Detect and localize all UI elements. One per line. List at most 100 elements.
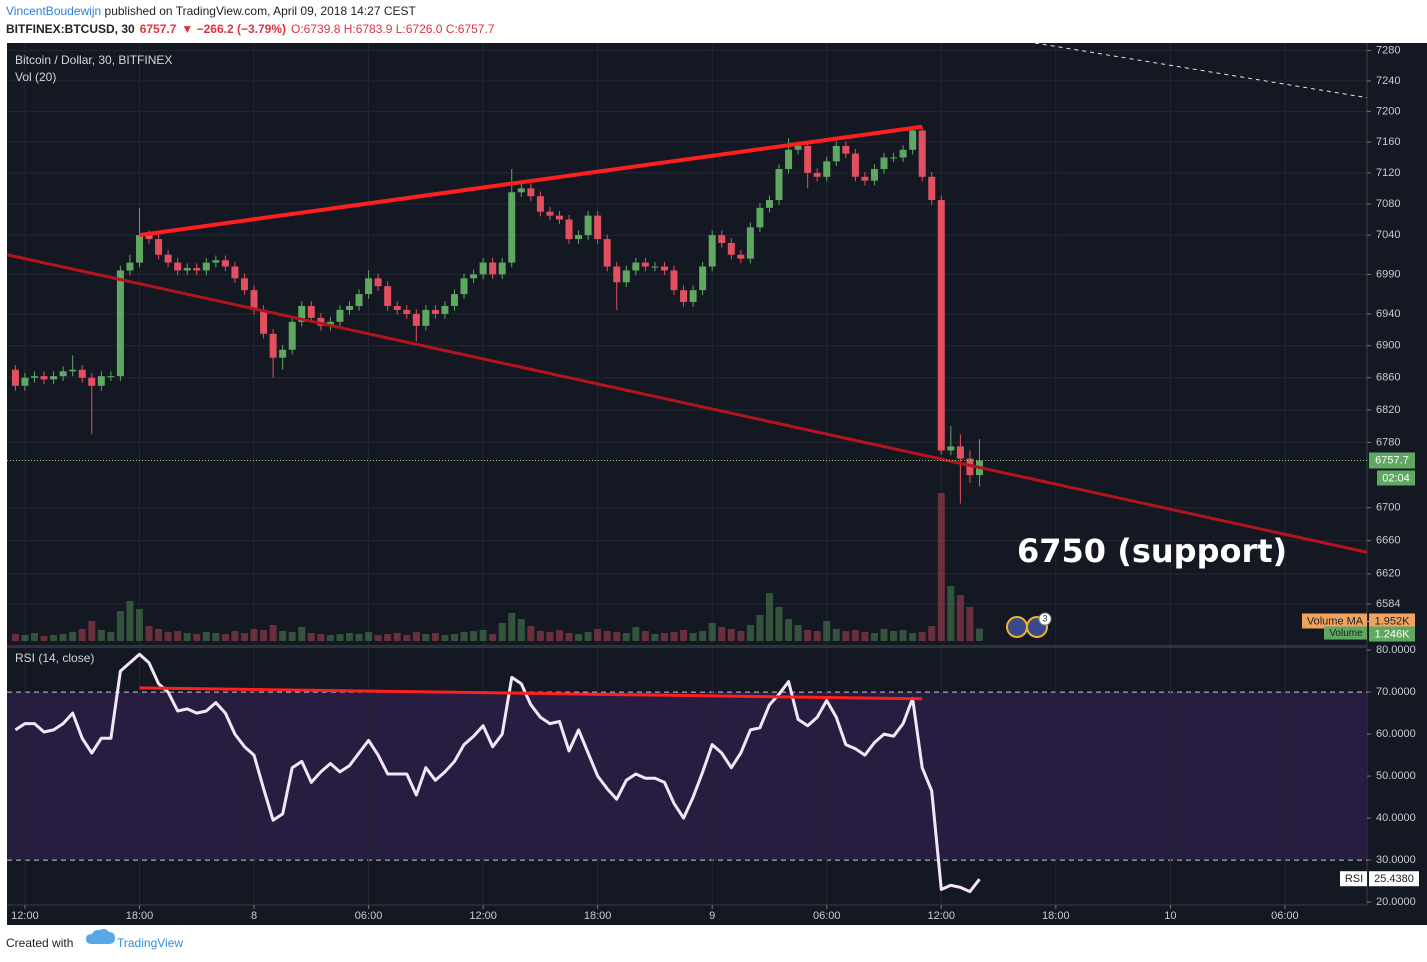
candle-body: [594, 215, 602, 240]
candle-body: [78, 369, 86, 378]
candle-body: [660, 266, 668, 271]
candle-body: [813, 172, 821, 177]
volume-bar: [298, 627, 306, 641]
candle-body: [718, 235, 726, 243]
volume-bar: [212, 633, 220, 641]
candle-body: [59, 371, 67, 377]
volume-bar: [718, 627, 726, 641]
x-tick-label: 12:00: [469, 910, 497, 922]
volume-bar: [851, 630, 859, 641]
y-tick-label: 7080: [1376, 198, 1400, 210]
volume-bar: [126, 601, 134, 641]
candle-body: [785, 149, 793, 170]
x-tick-label: 18:00: [1042, 910, 1070, 922]
y-tick-label: 40.0000: [1376, 812, 1416, 824]
rsi-name: RSI: [1345, 873, 1363, 885]
volume-bar: [40, 636, 48, 641]
volume-bar: [326, 635, 334, 641]
x-tick-label: 06:00: [355, 910, 383, 922]
candle-body: [937, 200, 945, 451]
volume-ma-box: [1369, 613, 1415, 629]
volume-ma-label: 1.952K: [1375, 615, 1411, 627]
volume-bar: [317, 634, 325, 641]
ohlc: O:6739.8 H:6783.9 L:6726.0 C:6757.7: [291, 22, 495, 36]
volume-bar: [689, 633, 697, 641]
rsi-band: [7, 692, 1367, 861]
candle-body: [613, 266, 621, 283]
volume-bar: [240, 633, 248, 641]
candle-body: [899, 149, 907, 158]
volume-bar: [59, 634, 67, 641]
rsi-trendline: [139, 686, 923, 701]
volume-bar: [11, 634, 19, 641]
y-tick-label: 70.0000: [1376, 686, 1416, 698]
volume-bar: [756, 615, 764, 641]
candle-body: [431, 309, 439, 314]
y-tick-label: 6990: [1376, 268, 1400, 280]
volume-box: [1369, 626, 1415, 642]
candle-body: [804, 145, 812, 173]
volume-bar: [746, 625, 754, 641]
footer-brand[interactable]: TradingView: [117, 936, 183, 950]
candle-body: [403, 309, 411, 314]
candle-body: [374, 278, 382, 287]
candle-body: [737, 254, 745, 259]
y-tick-label: 60.0000: [1376, 728, 1416, 740]
candle-body: [50, 376, 58, 380]
symbol-line: BITFINEX:BTCUSD, 30 6757.7 ▼ −266.2 (−3.79…: [6, 22, 495, 36]
y-tick-label: 6860: [1376, 372, 1400, 384]
volume-bar: [842, 631, 850, 641]
volume-bar: [174, 631, 182, 641]
volume-bar: [498, 623, 506, 641]
candle-body: [145, 235, 153, 240]
volume-bar: [565, 633, 573, 641]
volume-bar: [699, 631, 707, 641]
candle-body: [355, 294, 363, 306]
candle-body: [30, 376, 38, 378]
volume-bar: [832, 629, 840, 641]
candle-body: [823, 161, 831, 177]
candle-body: [21, 377, 29, 386]
plot-layer: 12:00 18:00 8 06:00 12:00 18:00 9 06:00 12:00 18:…: [6, 42, 1419, 922]
volume-bar: [21, 635, 29, 641]
candle-body: [870, 169, 878, 181]
volume-bar: [135, 609, 143, 641]
volume-bar: [155, 629, 163, 641]
volume-bar: [890, 631, 898, 641]
event-badge: [1038, 612, 1052, 626]
candle-body: [260, 309, 268, 334]
candle-body: [651, 266, 659, 268]
author[interactable]: VincentBoudewijn: [6, 4, 101, 18]
last-price-label: 6757.7: [1375, 454, 1409, 466]
trendline: [139, 124, 923, 238]
volume-bar: [279, 631, 287, 641]
volume-bar: [861, 632, 869, 641]
volume-bar: [909, 633, 917, 641]
volume-bar: [355, 634, 363, 641]
candle-body: [641, 262, 649, 267]
volume-bar: [393, 633, 401, 641]
last-price-box: [1369, 452, 1415, 469]
volume-label: 1.246K: [1375, 628, 1411, 640]
candle-body: [450, 294, 458, 306]
candle-body: [918, 130, 926, 177]
candle-body: [212, 260, 220, 263]
volume-bar: [374, 635, 382, 641]
volume-bar: [546, 632, 554, 641]
x-tick-label: 06:00: [1271, 910, 1299, 922]
candle-body: [365, 278, 373, 295]
published: published on TradingView.com, April 09, …: [101, 4, 416, 18]
event-icon[interactable]: [1006, 616, 1028, 638]
x-tick-label: 12:00: [928, 910, 956, 922]
y-tick-label: 6584: [1376, 598, 1400, 610]
candle-body: [708, 235, 716, 267]
y-tick-label: 6940: [1376, 308, 1400, 320]
volume-bar: [622, 633, 630, 641]
candle-body: [727, 242, 735, 255]
candle-body: [584, 215, 592, 236]
y-tick-label: 6700: [1376, 502, 1400, 514]
trendline: [1034, 42, 1368, 99]
candle-body: [202, 262, 210, 271]
volume-title: Vol (20): [15, 70, 56, 84]
